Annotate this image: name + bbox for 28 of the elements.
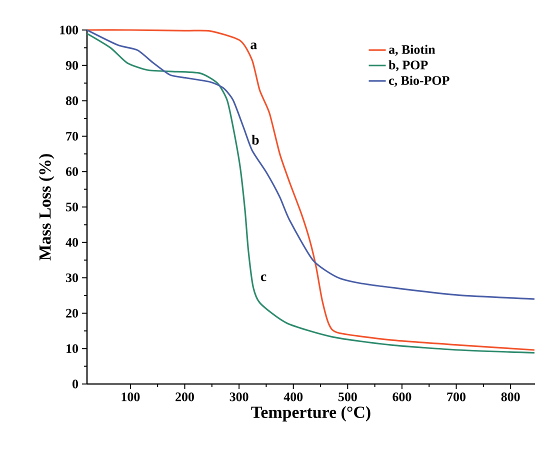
legend-label: a, Biotin bbox=[388, 44, 436, 56]
x-tick-label: 700 bbox=[447, 392, 466, 402]
legend-label: b, POP bbox=[388, 60, 428, 72]
y-tick-label: 70 bbox=[66, 132, 78, 141]
annotation: a bbox=[250, 42, 257, 50]
x-tick-label: 400 bbox=[284, 392, 303, 402]
legend-label: c, Bio-POP bbox=[388, 76, 450, 87]
x-axis-title: Temperture (°C) bbox=[251, 406, 370, 422]
y-axis-title: Mass Loss (%) bbox=[38, 154, 54, 260]
y-tick-label: 50 bbox=[66, 202, 78, 212]
y-tick-label: 40 bbox=[66, 238, 78, 247]
y-tick-label: 0 bbox=[72, 380, 78, 388]
y-tick-label: 30 bbox=[66, 273, 78, 282]
line-series bbox=[86, 29, 536, 300]
x-tick-label: 300 bbox=[230, 392, 248, 402]
annotation: b bbox=[252, 134, 259, 145]
y-tick-label: 100 bbox=[60, 26, 78, 34]
x-tick-label: 100 bbox=[122, 392, 140, 402]
y-tick-label: 60 bbox=[66, 167, 78, 176]
x-tick-label: 800 bbox=[501, 392, 520, 402]
y-tick-label: 10 bbox=[66, 344, 78, 353]
x-tick-label: 200 bbox=[176, 392, 194, 402]
x-tick-label: 500 bbox=[338, 392, 357, 402]
y-tick-label: 90 bbox=[66, 61, 78, 70]
y-tick-label: 20 bbox=[66, 308, 78, 318]
x-tick-label: 600 bbox=[392, 392, 412, 402]
y-tick-label: 80 bbox=[66, 96, 78, 106]
annotation: c bbox=[260, 274, 266, 282]
